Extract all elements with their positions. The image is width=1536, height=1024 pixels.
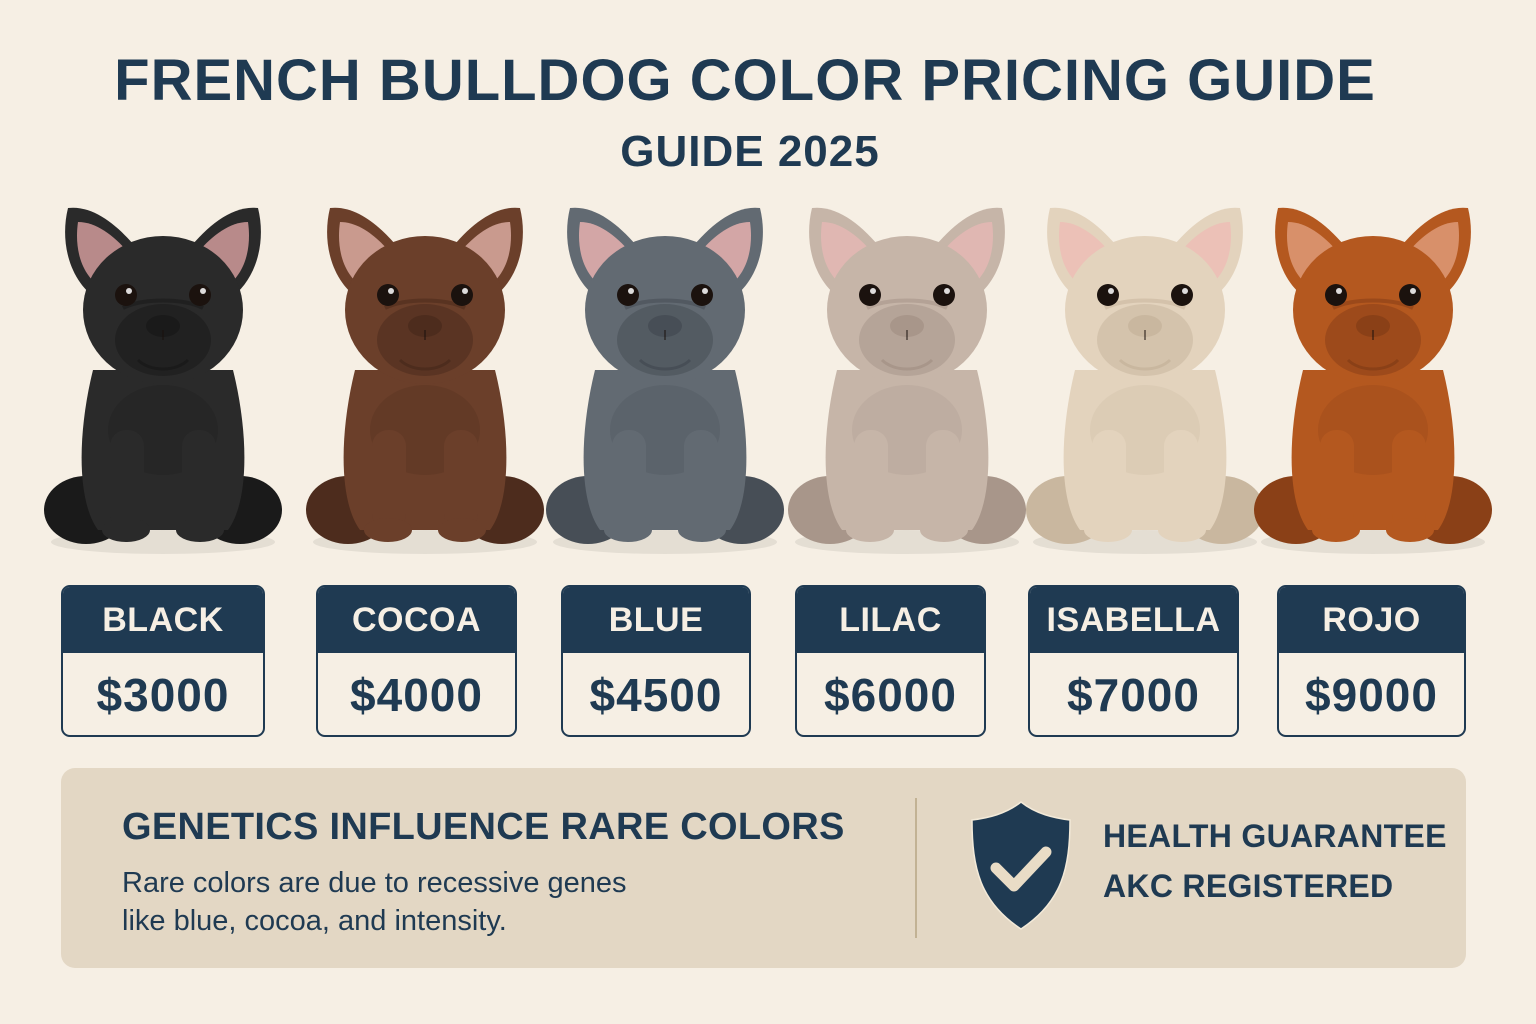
panel-divider — [915, 798, 917, 938]
dog-illustration-lilac — [782, 180, 1032, 560]
akc-registered-label: AKC REGISTERED — [1103, 868, 1394, 904]
price-value: $7000 — [1067, 669, 1200, 721]
color-label: BLACK — [63, 587, 263, 653]
color-label: COCOA — [318, 587, 515, 653]
dog-illustration-blue — [540, 180, 790, 560]
color-label: ISABELLA — [1030, 587, 1237, 653]
price-value: $6000 — [824, 669, 957, 721]
price-card-rojo: ROJO $9000 — [1277, 585, 1466, 737]
price-card-black: BLACK $3000 — [61, 585, 265, 737]
price-value: $3000 — [96, 669, 230, 721]
price-value: $4500 — [589, 669, 723, 721]
color-label: ROJO — [1279, 587, 1464, 653]
price-card-cocoa: COCOA $4000 — [316, 585, 517, 737]
dog-illustration-isabella — [1020, 180, 1270, 560]
health-guarantee-label: HEALTH GUARANTEE — [1103, 818, 1447, 854]
shield-check-icon — [966, 798, 1076, 933]
page-title: FRENCH BULLDOG COLOR PRICING GUIDE — [114, 48, 1376, 113]
price-card-lilac: LILAC $6000 — [795, 585, 986, 737]
price-card-isabella: ISABELLA $7000 — [1028, 585, 1239, 737]
genetics-description: Rare colors are due to recessive genes l… — [122, 864, 822, 940]
genetics-line-2: like blue, cocoa, and intensity. — [122, 905, 507, 937]
genetics-line-1: Rare colors are due to recessive genes — [122, 867, 627, 899]
genetics-heading: GENETICS INFLUENCE RARE COLORS — [122, 806, 845, 848]
price-value: $4000 — [350, 669, 483, 721]
dog-illustration-cocoa — [300, 180, 550, 560]
info-panel: GENETICS INFLUENCE RARE COLORS Rare colo… — [61, 768, 1466, 968]
dog-illustration-black — [38, 180, 288, 560]
price-card-blue: BLUE $4500 — [561, 585, 751, 737]
page-subtitle: GUIDE 2025 — [620, 127, 880, 176]
color-label: BLUE — [563, 587, 749, 653]
color-label: LILAC — [797, 587, 984, 653]
dog-illustration-rojo — [1248, 180, 1498, 560]
price-value: $9000 — [1305, 669, 1438, 721]
